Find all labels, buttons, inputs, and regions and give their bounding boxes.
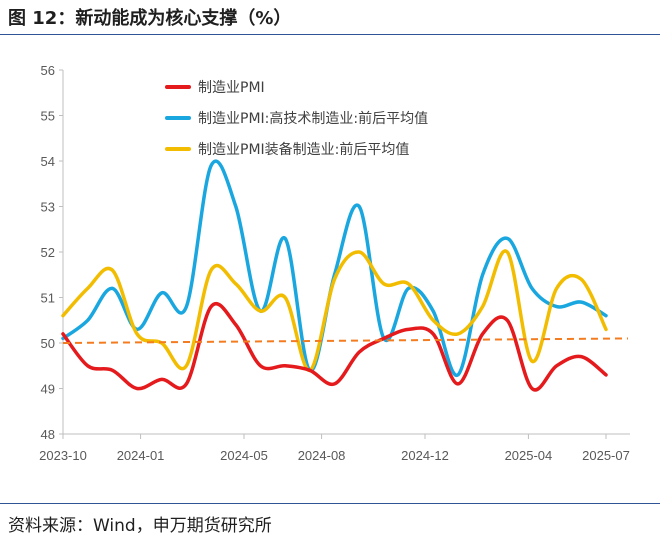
x-tick-label: 2024-12: [401, 448, 449, 463]
y-tick-label: 54: [41, 154, 55, 169]
y-tick-label: 52: [41, 245, 55, 260]
y-tick-label: 55: [41, 109, 55, 124]
title-bar: 图 12：新动能成为核心支撑（%）: [0, 0, 660, 35]
chart-title: 图 12：新动能成为核心支撑（%）: [8, 8, 292, 29]
legend-label: 制造业PMI装备制造业:前后平均值: [198, 141, 409, 158]
y-tick-label: 50: [41, 336, 55, 351]
y-tick-label: 53: [41, 200, 55, 215]
line-chart: 48 49 50 51 52 53 54 55 56 2023-10 2024-01 2024-05 2…: [39, 63, 630, 463]
x-tick-label: 2024-01: [117, 448, 165, 463]
series-layer: [61, 159, 629, 392]
legend: 制造业PMI 制造业PMI:高技术制造业:前后平均值制造业PMI装备制造业:前后平…: [165, 80, 428, 158]
x-tick-label: 2024-08: [298, 448, 346, 463]
source-bar: 资料来源：Wind，申万期货研究所: [0, 503, 660, 540]
series-line-2: [61, 249, 608, 373]
legend-label: 制造业PMI: [198, 80, 265, 96]
x-tick-label: 2023-10: [39, 448, 87, 463]
y-tick-label: 49: [41, 382, 55, 397]
series-line-0: [61, 302, 608, 392]
plot-area: 48 49 50 51 52 53 54 55 56 2023-10 2024-01 2024-05 2…: [0, 34, 660, 500]
x-tick-label: 2024-05: [220, 448, 268, 463]
reference-dashed-line: [62, 337, 629, 344]
axes: 48 49 50 51 52 53 54 55 56 2023-10 2024-01 2024-05 2…: [39, 63, 630, 463]
x-tick-label: 2025-07: [582, 448, 630, 463]
y-tick-label: 56: [41, 63, 55, 78]
y-tick-label: 48: [41, 427, 55, 442]
x-tick-label: 2025-04: [505, 448, 553, 463]
source-note: 资料来源：Wind，申万期货研究所: [8, 516, 272, 536]
y-tick-label: 51: [41, 291, 55, 306]
legend-label: 制造业PMI:高技术制造业:前后平均值: [198, 110, 428, 127]
